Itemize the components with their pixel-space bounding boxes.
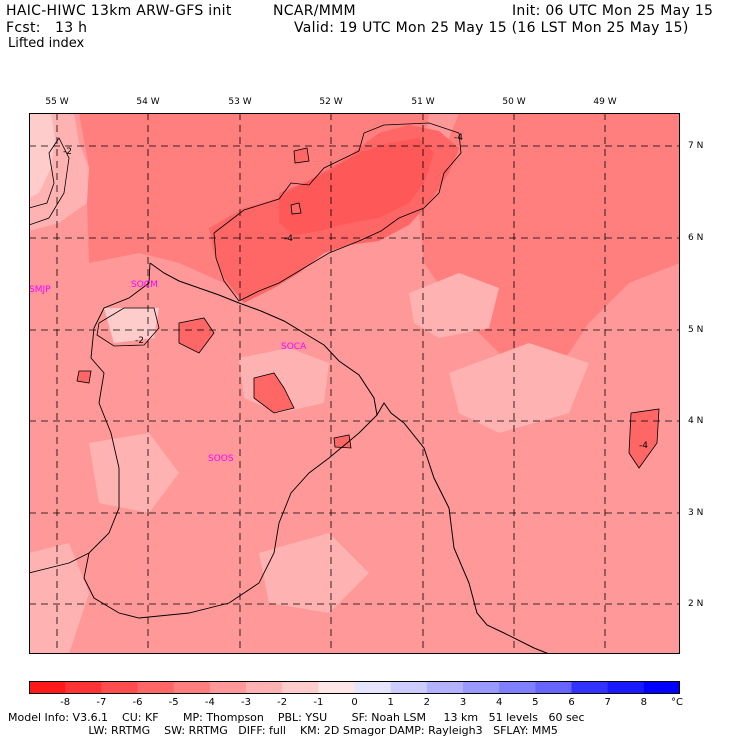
field-deepest-region bbox=[279, 138, 434, 235]
color-bar-tick-label: 3 bbox=[459, 697, 467, 708]
field-palest-region bbox=[29, 113, 55, 198]
color-bar-swatch bbox=[571, 681, 609, 694]
lat-lon-grid bbox=[29, 113, 680, 654]
field-pale-patch bbox=[449, 343, 589, 433]
lon-label: 52 W bbox=[319, 97, 343, 107]
color-bar-swatch bbox=[499, 681, 536, 694]
color-bar-tick-label: 7 bbox=[604, 697, 611, 708]
color-bar-swatch bbox=[607, 681, 645, 694]
contour-line bbox=[29, 137, 70, 226]
color-bar-unit: °C bbox=[671, 697, 683, 708]
color-bar-tick-label: 2 bbox=[423, 697, 431, 708]
lifted-index-map[interactable]: SMJP SOCM SOCA SOOS -2 -4 -4 -2 -4 bbox=[29, 113, 680, 654]
lat-label: 6 N bbox=[688, 233, 704, 243]
contour-label: -2 bbox=[63, 147, 72, 157]
contour-label: -4 bbox=[454, 133, 463, 143]
lon-label: 51 W bbox=[411, 97, 435, 107]
station-label: SOOS bbox=[208, 454, 234, 464]
color-bar-tick-label: 8 bbox=[640, 697, 648, 708]
color-bar-tick-label: -6 bbox=[132, 697, 143, 708]
color-bar-tick-label: 4 bbox=[495, 697, 503, 708]
field-pale-patch bbox=[29, 543, 89, 654]
color-bar-swatch bbox=[173, 681, 211, 694]
color-bar bbox=[29, 681, 680, 694]
field-convective-cell bbox=[253, 372, 295, 414]
color-bar-swatch bbox=[354, 681, 392, 694]
color-bar-swatch bbox=[318, 681, 355, 694]
color-bar-tick-label: 5 bbox=[532, 697, 539, 708]
lon-label: 55 W bbox=[45, 97, 69, 107]
color-bar-swatch bbox=[137, 681, 175, 694]
color-bar-tick-label: -5 bbox=[168, 697, 179, 708]
contour-line bbox=[213, 122, 462, 302]
color-bar-swatch bbox=[209, 681, 247, 694]
model-info-line1: Model Info: V3.6.1 CU: KF MP: Thompson P… bbox=[8, 711, 585, 724]
color-bar-tick-label: -2 bbox=[277, 697, 288, 708]
field-palest-patch bbox=[104, 308, 159, 343]
color-bar-swatch bbox=[29, 681, 66, 694]
color-bar-tick-label: -3 bbox=[241, 697, 251, 708]
lat-label: 4 N bbox=[688, 416, 704, 426]
model-title: HAIC-HIWC 13km ARW-GFS init bbox=[6, 3, 232, 19]
color-bar-swatch bbox=[65, 681, 102, 694]
lat-label: 2 N bbox=[688, 599, 704, 609]
color-bar-swatch bbox=[282, 681, 319, 694]
field-convective-cell bbox=[290, 202, 302, 215]
contour-label: -4 bbox=[639, 441, 648, 451]
map-border bbox=[29, 113, 680, 654]
country-border bbox=[29, 262, 151, 574]
field-pale-patch bbox=[89, 433, 179, 513]
contour-line bbox=[96, 307, 160, 347]
field-pale-patch bbox=[409, 273, 499, 338]
field-convective-cell bbox=[76, 370, 92, 384]
lon-label: 49 W bbox=[593, 97, 617, 107]
color-bar-swatch bbox=[101, 681, 138, 694]
color-bar-swatch bbox=[426, 681, 464, 694]
color-bar-tick-label: 0 bbox=[351, 697, 358, 708]
color-bar-swatch bbox=[643, 681, 680, 694]
field-convective-cell bbox=[178, 317, 215, 354]
color-bar-tick-label: 1 bbox=[387, 697, 394, 708]
color-bar-swatch bbox=[463, 681, 500, 694]
lon-label: 50 W bbox=[502, 97, 526, 107]
color-bar-swatch bbox=[390, 681, 428, 694]
field-name: Lifted index bbox=[8, 36, 85, 51]
field-convective-cell bbox=[293, 147, 310, 164]
lon-label: 54 W bbox=[136, 97, 160, 107]
color-bar-tick-label: -4 bbox=[204, 697, 215, 708]
station-label: SOCM bbox=[131, 280, 158, 290]
country-border bbox=[83, 414, 378, 619]
color-bar-tick-label: -7 bbox=[96, 697, 107, 708]
forecast-hour: Fcst: 13 h bbox=[6, 20, 88, 36]
contour-label: -4 bbox=[284, 234, 293, 244]
lat-label: 3 N bbox=[688, 508, 704, 518]
field-pale-patch bbox=[259, 533, 369, 613]
station-label: SMJP bbox=[29, 285, 51, 295]
station-label: SOCA bbox=[281, 342, 307, 352]
init-time: Init: 06 UTC Mon 25 May 15 bbox=[512, 3, 714, 19]
lat-label: 7 N bbox=[688, 141, 704, 151]
color-bar-swatch bbox=[535, 681, 572, 694]
color-bar-tick-label: 6 bbox=[568, 697, 575, 708]
color-bar-tick-label: -8 bbox=[60, 697, 71, 708]
color-bar-border bbox=[29, 681, 680, 694]
lon-label: 53 W bbox=[228, 97, 252, 107]
color-bar-swatch bbox=[246, 681, 283, 694]
model-info-line2: LW: RRTMG SW: RRTMG DIFF: full KM: 2D Sm… bbox=[8, 724, 558, 737]
contour-label: -2 bbox=[135, 336, 144, 346]
valid-time: Valid: 19 UTC Mon 25 May 15 (16 LST Mon … bbox=[294, 20, 689, 36]
color-bar-tick-label: -1 bbox=[313, 697, 324, 708]
field-convective-cell bbox=[628, 408, 660, 469]
field-convective-cell bbox=[333, 434, 352, 449]
lat-label: 5 N bbox=[688, 325, 704, 335]
center-label: NCAR/MMM bbox=[273, 3, 356, 19]
